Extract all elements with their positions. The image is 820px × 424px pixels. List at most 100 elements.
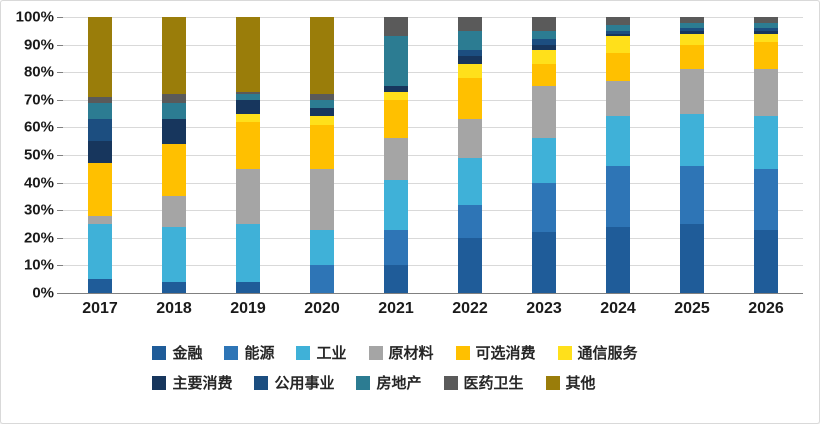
legend-swatch-icon (254, 375, 269, 390)
y-tick-mark (57, 72, 63, 74)
y-tick-mark (57, 210, 63, 212)
bar-segment-公用事业 (458, 50, 482, 56)
bar-2019 (236, 17, 260, 293)
bar-segment-其他 (310, 17, 334, 95)
x-tick-label-2025: 2025 (674, 300, 710, 317)
x-tick-label-2023: 2023 (526, 300, 562, 317)
bar-segment-工业 (680, 113, 704, 167)
bar-segment-通信服务 (384, 91, 408, 100)
gridline (63, 182, 803, 184)
bar-segment-原材料 (162, 196, 186, 227)
x-tick-label-2017: 2017 (82, 300, 118, 317)
bar-slot-2021 (359, 17, 433, 293)
bar-2018 (162, 17, 186, 293)
bar-segment-可选消费 (236, 121, 260, 169)
legend-label: 医药卫生 (463, 375, 524, 392)
bar-segment-原材料 (384, 138, 408, 180)
legend-swatch-icon (224, 345, 239, 360)
y-tick-label: 80% (23, 63, 54, 81)
bar-2023 (532, 17, 556, 293)
bar-segment-医药卫生 (754, 17, 778, 23)
bar-segment-主要消费 (162, 119, 186, 144)
bar-slot-2024 (581, 17, 655, 293)
legend-item-医药卫生: 医药卫生 (443, 372, 524, 393)
bar-segment-能源 (754, 168, 778, 230)
bar-segment-公用事业 (606, 30, 630, 34)
bar-segment-房地产 (310, 99, 334, 109)
bar-segment-金融 (532, 232, 556, 293)
legend-label: 主要消费 (172, 375, 233, 392)
bar-segment-工业 (754, 116, 778, 169)
bar-segment-原材料 (606, 80, 630, 117)
legend-item-主要消费: 主要消费 (152, 372, 232, 393)
bar-segment-可选消费 (88, 163, 112, 216)
y-tick-mark (57, 44, 63, 46)
legend-label: 公用事业 (274, 375, 335, 392)
y-tick-label: 90% (23, 36, 54, 54)
y-tick-label: 30% (23, 201, 54, 219)
legend-label: 其他 (565, 375, 596, 392)
bar-segment-医药卫生 (532, 17, 556, 31)
bars-layer (63, 17, 803, 293)
x-tick-label-2022: 2022 (452, 300, 488, 317)
legend-label: 金融 (172, 345, 203, 362)
bar-segment-房地产 (236, 94, 260, 100)
bar-segment-能源 (458, 204, 482, 238)
bar-segment-医药卫生 (458, 17, 482, 31)
bar-segment-金融 (88, 279, 112, 293)
bar-segment-可选消费 (458, 77, 482, 120)
gridline (63, 44, 803, 46)
bar-segment-可选消费 (162, 143, 186, 197)
gridline (63, 127, 803, 129)
bar-segment-原材料 (310, 168, 334, 230)
gridline (63, 265, 803, 267)
bar-segment-房地产 (162, 102, 186, 120)
bar-segment-能源 (606, 166, 630, 227)
bar-segment-房地产 (606, 25, 630, 31)
y-tick-mark (57, 182, 63, 184)
bar-segment-医药卫生 (384, 17, 408, 37)
bar-segment-通信服务 (606, 36, 630, 53)
bar-segment-主要消费 (384, 86, 408, 92)
bar-2024 (606, 17, 630, 293)
legend-inner: 金融 能源 工业 原材料 可选消费 通信服务 主要消费 公用事业 房地产 医药卫生 其他 (152, 342, 659, 402)
bar-segment-原材料 (458, 119, 482, 158)
bar-segment-房地产 (754, 22, 778, 29)
y-tick-mark (57, 127, 63, 129)
bar-segment-公用事业 (680, 28, 704, 31)
bar-segment-其他 (162, 17, 186, 95)
bar-segment-医药卫生 (310, 94, 334, 100)
bar-2025 (680, 17, 704, 293)
y-axis: 100% 90% 80% 70% 60% 50% 40% 30% 20% 10% 0% (9, 9, 63, 302)
bar-segment-金融 (236, 281, 260, 293)
bar-segment-可选消费 (754, 41, 778, 70)
bar-segment-金融 (384, 265, 408, 293)
bar-segment-通信服务 (236, 113, 260, 122)
bar-2017 (88, 17, 112, 293)
bar-2020 (310, 17, 334, 293)
x-tick-label-2024: 2024 (600, 300, 636, 317)
bar-segment-房地产 (384, 36, 408, 87)
legend-item-公用事业: 公用事业 (254, 372, 334, 393)
plot-area (57, 17, 803, 294)
bar-segment-能源 (310, 265, 334, 293)
bar-segment-金融 (458, 237, 482, 293)
legend-swatch-icon (368, 345, 383, 360)
bar-segment-金融 (680, 224, 704, 293)
y-tick-mark (57, 99, 63, 101)
bar-segment-其他 (236, 17, 260, 92)
y-tick-mark (57, 265, 63, 267)
legend-item-可选消费: 可选消费 (455, 342, 536, 363)
bar-segment-通信服务 (532, 50, 556, 64)
x-tick-label-2018: 2018 (156, 300, 192, 317)
legend-item-工业: 工业 (296, 342, 347, 363)
gridline (63, 72, 803, 74)
bar-segment-主要消费 (680, 30, 704, 34)
x-tick-label-2021: 2021 (378, 300, 414, 317)
y-tick-label: 40% (23, 174, 54, 192)
legend-swatch-icon (545, 375, 560, 390)
legend-label: 房地产 (376, 375, 422, 392)
legend-label: 能源 (244, 345, 275, 362)
bar-segment-主要消费 (606, 33, 630, 37)
y-tick-mark (57, 237, 63, 239)
